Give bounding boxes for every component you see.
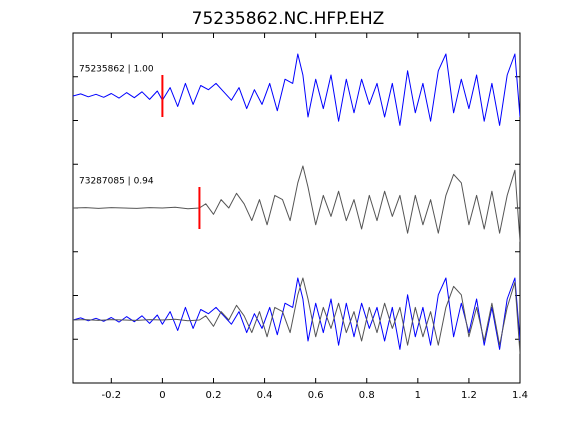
trace-2-label: 73287085 | 0.94 [79,177,154,187]
trace-2-line [73,165,520,242]
trace-1-line [73,53,520,126]
x-tick-label: 0.6 [308,390,324,401]
trace-group [73,53,520,354]
x-tick-label: 1.2 [461,390,477,401]
chart-title: 75235862.NC.HFP.EHZ [192,9,385,29]
x-tick-label: 0.2 [206,390,222,401]
x-tick-label: -0.2 [102,390,122,401]
x-tick-label: 0.4 [257,390,273,401]
trace-label-group: 75235862 | 1.00 73287085 | 0.94 [79,65,201,229]
trace-4-line [73,277,520,354]
x-axis-ticks: -0.2 0 0.2 0.4 0.6 0.8 1 1.2 1.4 [102,33,528,401]
x-tick-label: 1.4 [512,390,528,401]
x-tick-label: 0 [159,390,165,401]
x-tick-label: 1 [415,390,421,401]
x-tick-label: 0.8 [359,390,375,401]
trace-1-label: 75235862 | 1.00 [79,65,154,75]
trace-3-line [73,277,520,350]
